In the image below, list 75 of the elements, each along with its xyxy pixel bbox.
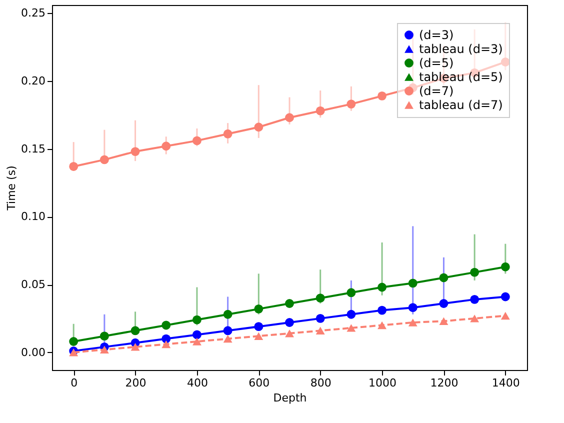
point [223,326,232,336]
point [254,304,264,314]
legend-label: tableau (d=3) [419,42,503,56]
point [192,136,202,146]
point [100,155,109,164]
point [470,314,480,322]
y-tick-label: 0.00 [21,346,46,359]
point [408,318,418,326]
point [192,330,202,340]
legend-label: (d=5) [419,56,454,70]
point [130,147,140,156]
y-tick-label: 0.25 [21,6,46,20]
point [162,142,171,151]
point [378,321,387,330]
point [378,91,387,100]
point [378,306,387,315]
point [285,329,294,338]
legend-label: tableau (d=5) [419,70,503,84]
y-tick-label: 0.15 [21,142,46,156]
x-tick-label: 800 [310,376,332,390]
point [439,273,448,282]
legend-label: (d=7) [419,84,454,98]
point [69,337,78,346]
point [285,318,294,327]
point [470,294,480,304]
point [316,294,325,303]
point [285,113,294,122]
x-tick-label: 1200 [430,376,458,390]
legend-label: tableau (d=7) [419,98,503,112]
x-tick-label: 0 [70,376,78,390]
legend-label: (d=3) [419,28,454,42]
point [439,299,448,308]
point [162,340,171,348]
y-tick-label: 0.20 [21,74,46,88]
point [408,278,418,288]
x-tick-label: 200 [125,376,146,390]
point [192,315,202,324]
x-tick-label: 600 [248,376,270,390]
point [162,334,171,344]
x-tick-label: 400 [186,376,208,390]
point [470,268,480,277]
point [346,288,356,298]
point [500,312,510,320]
point [69,162,78,171]
x-axis-title: Depth [273,392,307,404]
point [254,322,264,332]
point [100,346,109,354]
point [130,326,140,336]
point [254,122,264,132]
point [223,129,232,138]
point [223,334,232,343]
point [162,320,171,330]
point [130,343,140,351]
y-axis-title: Time (s) [5,166,18,212]
point [500,292,510,302]
point [285,299,294,308]
point [500,58,510,66]
x-tick-label: 1000 [368,376,397,390]
point [254,332,264,340]
point [408,303,418,312]
point [192,338,202,346]
x-tick-label: 1400 [492,376,520,390]
point [316,106,325,116]
point [378,282,387,292]
point [439,317,448,326]
y-tick-label: 0.05 [21,278,46,292]
point [223,310,232,319]
point [346,100,356,109]
point [316,326,325,335]
point [346,310,356,319]
point [346,324,356,332]
point [316,314,325,323]
y-tick-label: 0.10 [21,210,46,224]
point [100,332,109,341]
point [500,262,510,272]
